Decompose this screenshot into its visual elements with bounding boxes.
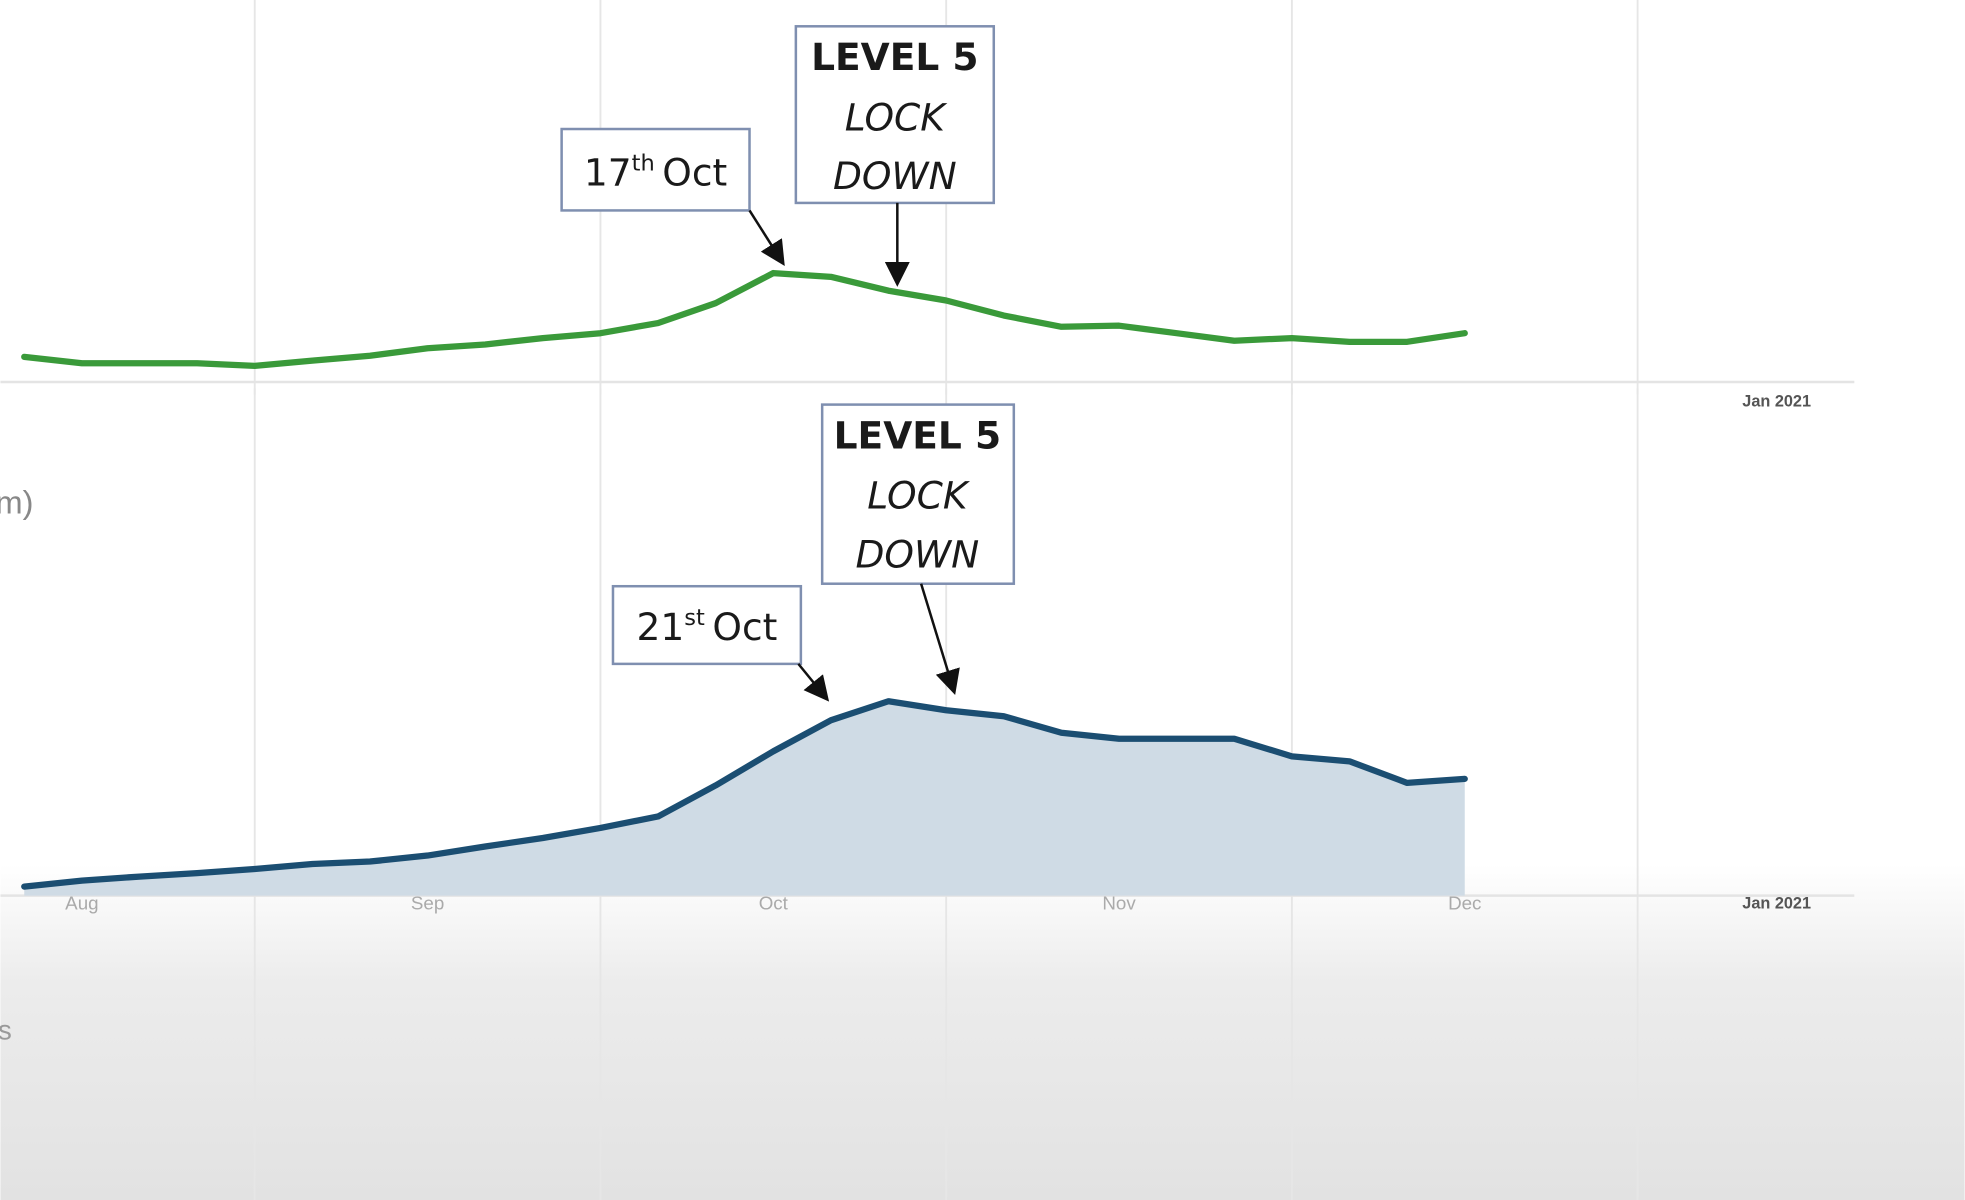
y-label-fragment: m) (0, 485, 33, 521)
annotation-month: Oct (662, 150, 727, 194)
annotation-line: LOCK (867, 474, 971, 518)
annotation-number: 17 (584, 150, 632, 194)
x-tick-label: Sep (411, 892, 444, 913)
data-area (24, 701, 1465, 896)
annotation-month: Oct (712, 605, 777, 649)
annotation-lockdown-bottom: LEVEL 5 LOCK DOWN (820, 403, 1016, 695)
x-tick-label: Aug (65, 892, 98, 913)
annotation-box (820, 403, 1016, 585)
arrow (797, 663, 830, 702)
annotation-lockdown-top: LEVEL 5 LOCK DOWN (794, 25, 996, 287)
annotation-line: LEVEL 5 (811, 35, 978, 79)
annotation-text: 21st Oct (637, 605, 778, 649)
x-tick-label: Jan 2021 (1742, 392, 1811, 410)
x-tick-label: Jan 2021 (1742, 895, 1811, 913)
annotation-line: LOCK (845, 95, 949, 139)
data-line (21, 698, 1468, 890)
annotation-box (560, 127, 751, 212)
data-line (21, 269, 1468, 370)
annotation-line: DOWN (833, 154, 957, 198)
annotation-box (794, 25, 996, 205)
annotation-line: DOWN (855, 532, 979, 576)
annotation-peak-bottom: 21st Oct (611, 584, 830, 702)
x-tick-label: Oct (759, 892, 789, 913)
annotation-number: 21 (637, 605, 685, 649)
x-tick-label: Nov (1102, 892, 1136, 913)
annotation-line: LEVEL 5 (834, 413, 1001, 457)
arrow (748, 209, 785, 267)
partial-label: s (0, 1015, 12, 1046)
annotation-text: 17th Oct (584, 150, 727, 194)
x-tick-label: Dec (1448, 892, 1481, 913)
arrow (919, 583, 960, 695)
annotation-suffix: th (632, 150, 655, 176)
annotation-suffix: st (684, 605, 705, 631)
annotation-box (611, 584, 803, 666)
annotation-peak-top: 17th Oct (560, 127, 785, 267)
